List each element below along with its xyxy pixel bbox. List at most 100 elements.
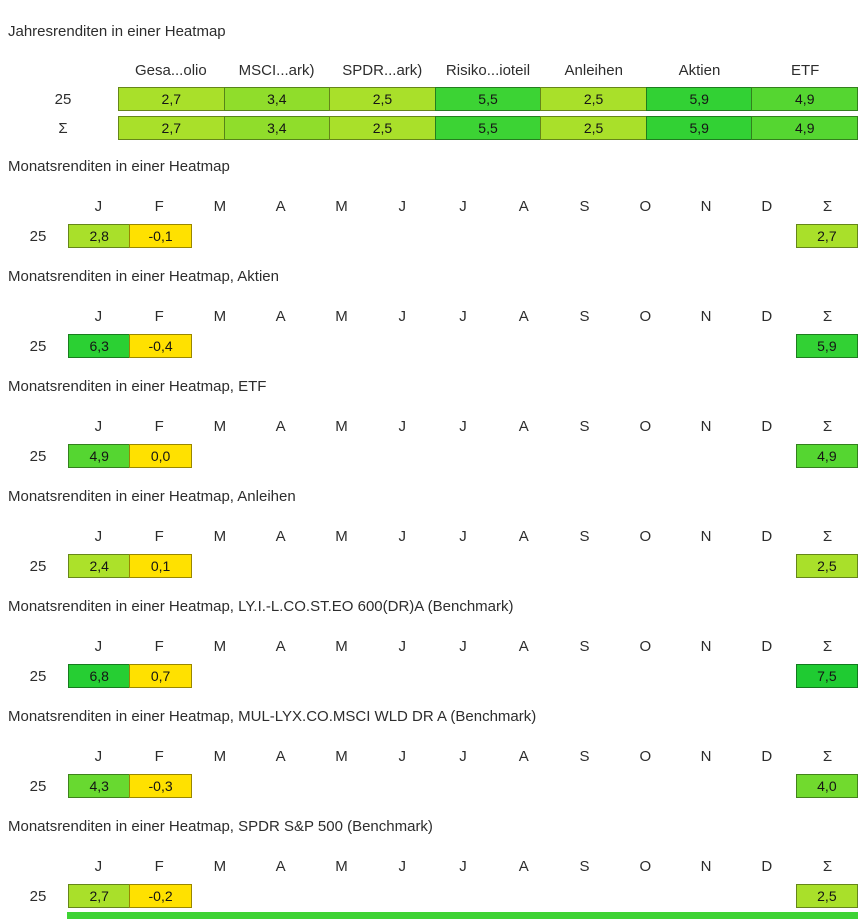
column-header: M bbox=[335, 307, 348, 325]
column-header: Aktien bbox=[678, 61, 721, 79]
empty-month-cell bbox=[554, 554, 614, 578]
heatmap-row: 25 6,3 -0,4 5,9 bbox=[0, 334, 858, 358]
column-header: J bbox=[459, 637, 467, 655]
empty-month-cell bbox=[675, 444, 735, 468]
column-header: Gesa...olio bbox=[135, 61, 207, 79]
column-header: J bbox=[94, 417, 103, 435]
heatmap-cell: 5,5 bbox=[434, 87, 542, 111]
section-title: Monatsrenditen in einer Heatmap, ETF bbox=[8, 378, 267, 395]
row-label: 25 bbox=[29, 667, 47, 685]
empty-month-cell bbox=[615, 554, 675, 578]
column-header: F bbox=[154, 857, 164, 875]
empty-month-cell bbox=[313, 774, 373, 798]
heatmap-section-1: Monatsrenditen in einer Heatmap J F M A M J J A S… bbox=[0, 158, 858, 248]
column-header: Risiko...ioteil bbox=[445, 61, 531, 79]
column-header: Σ bbox=[822, 857, 833, 875]
heatmap-row: 25 6,8 0,7 7,5 bbox=[0, 664, 858, 688]
column-header: D bbox=[761, 527, 773, 545]
column-header: O bbox=[639, 637, 652, 655]
heatmap-cell: 2,5 bbox=[540, 116, 647, 140]
heatmap-row: 25 4,9 0,0 4,9 bbox=[0, 444, 858, 468]
column-header: S bbox=[579, 637, 590, 655]
column-header: Σ bbox=[822, 527, 833, 545]
column-header: A bbox=[518, 747, 529, 765]
column-header: F bbox=[154, 527, 164, 545]
column-header: D bbox=[761, 857, 773, 875]
column-header: J bbox=[398, 857, 406, 875]
row-label: 25 bbox=[29, 557, 47, 575]
empty-month-cell bbox=[433, 554, 493, 578]
column-header: D bbox=[761, 197, 773, 215]
column-header: N bbox=[700, 197, 712, 215]
column-header: S bbox=[579, 857, 590, 875]
heatmap-cell: 2,8 bbox=[68, 224, 131, 248]
heatmap-cell: 2,7 bbox=[118, 87, 225, 111]
empty-month-cell bbox=[373, 334, 433, 358]
column-header: A bbox=[518, 637, 529, 655]
column-header: F bbox=[154, 307, 164, 325]
column-header: O bbox=[639, 747, 652, 765]
column-header: A bbox=[275, 747, 286, 765]
column-header: Σ bbox=[822, 197, 833, 215]
column-header: N bbox=[700, 747, 712, 765]
column-header: J bbox=[459, 747, 467, 765]
empty-month-cell bbox=[735, 334, 795, 358]
empty-month-cell bbox=[494, 334, 554, 358]
column-header: N bbox=[700, 417, 712, 435]
empty-month-cell bbox=[192, 334, 252, 358]
section-title: Monatsrenditen in einer Heatmap, SPDR S&… bbox=[8, 818, 433, 835]
column-header: A bbox=[518, 197, 529, 215]
column-header: M bbox=[213, 637, 227, 655]
clipped-next-row bbox=[67, 912, 858, 919]
empty-month-cell bbox=[494, 444, 554, 468]
empty-month-cell bbox=[494, 664, 554, 688]
empty-month-cell bbox=[735, 224, 795, 248]
heatmap-cell: 4,0 bbox=[795, 774, 858, 798]
heatmap-cell: 0,7 bbox=[129, 664, 192, 688]
empty-month-cell bbox=[675, 224, 735, 248]
row-label: 25 bbox=[29, 227, 47, 245]
heatmap-cell: 2,5 bbox=[795, 884, 858, 908]
column-header: M bbox=[335, 417, 348, 435]
column-header: M bbox=[335, 747, 348, 765]
empty-month-cell bbox=[735, 444, 795, 468]
column-header: J bbox=[398, 417, 406, 435]
heatmap-row: 25 2,8 -0,1 2,7 bbox=[0, 224, 858, 248]
empty-month-cell bbox=[615, 664, 675, 688]
empty-month-cell bbox=[252, 554, 312, 578]
column-header: O bbox=[639, 527, 652, 545]
heatmap-cell: -0,3 bbox=[129, 774, 192, 798]
heatmap-cell: 0,0 bbox=[129, 444, 192, 468]
empty-month-cell bbox=[675, 554, 735, 578]
column-header: M bbox=[335, 637, 348, 655]
section-title: Monatsrenditen in einer Heatmap, Aktien bbox=[8, 268, 279, 285]
column-header: J bbox=[459, 417, 467, 435]
heatmap-cell: 4,9 bbox=[751, 116, 858, 140]
column-header: M bbox=[335, 527, 348, 545]
heatmap-section-7: Monatsrenditen in einer Heatmap, SPDR S&… bbox=[0, 818, 858, 908]
heatmap-row: 25 2,4 0,1 2,5 bbox=[0, 554, 858, 578]
column-header: D bbox=[761, 637, 773, 655]
section-title: Monatsrenditen in einer Heatmap bbox=[8, 158, 230, 175]
column-header: D bbox=[761, 307, 773, 325]
empty-month-cell bbox=[252, 334, 312, 358]
column-header: J bbox=[398, 527, 406, 545]
column-header: O bbox=[639, 197, 652, 215]
column-header: J bbox=[398, 747, 406, 765]
empty-month-cell bbox=[554, 444, 614, 468]
heatmap-section-2: Monatsrenditen in einer Heatmap, Aktien J… bbox=[0, 268, 858, 358]
empty-month-cell bbox=[192, 664, 252, 688]
heatmap-row: 25 2,7 -0,2 2,5 bbox=[0, 884, 858, 908]
empty-month-cell bbox=[192, 444, 252, 468]
empty-month-cell bbox=[735, 554, 795, 578]
column-header: MSCI...ark) bbox=[238, 61, 315, 79]
column-header: S bbox=[579, 527, 590, 545]
heatmap-cell: 2,4 bbox=[68, 554, 131, 578]
column-header: N bbox=[700, 307, 712, 325]
row-label: 25 bbox=[54, 90, 72, 108]
empty-month-cell bbox=[554, 334, 614, 358]
heatmap-section-4: Monatsrenditen in einer Heatmap, Anleihe… bbox=[0, 488, 858, 578]
